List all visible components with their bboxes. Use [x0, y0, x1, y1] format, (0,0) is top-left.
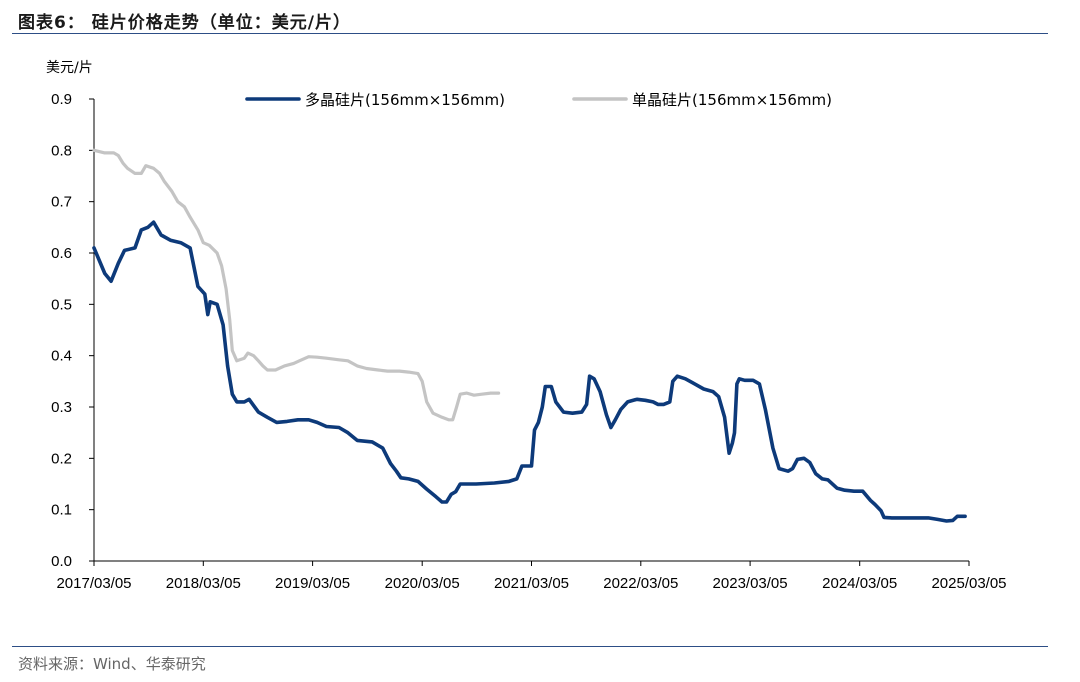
- legend-label-polycrystalline: 多晶硅片(156mm×156mm): [305, 91, 505, 109]
- legend: 多晶硅片(156mm×156mm) 单晶硅片(156mm×156mm): [245, 91, 832, 109]
- x-tick-label: 2020/03/05: [385, 575, 460, 592]
- series-line-polycrystalline: [92, 220, 967, 523]
- y-tick-label: 0.9: [51, 91, 72, 108]
- y-tick-label: 0.7: [51, 194, 72, 211]
- figure-title: 图表6： 硅片价格走势（单位：美元/片）: [18, 13, 351, 33]
- y-axis-ticks: 0.0 0.1 0.2 0.3 0.4 0.5 0.6 0.7 0.8 0.9: [51, 91, 94, 570]
- x-tick-label: 2023/03/05: [713, 575, 788, 592]
- x-tick-label: 2017/03/05: [56, 575, 131, 592]
- top-rule: [12, 33, 1048, 34]
- y-tick-label: 0.2: [51, 450, 72, 467]
- x-tick-label: 2025/03/05: [931, 575, 1006, 592]
- x-tick-label: 2018/03/05: [166, 575, 241, 592]
- y-tick-label: 0.4: [51, 348, 72, 365]
- legend-label-monocrystalline: 单晶硅片(156mm×156mm): [632, 91, 832, 109]
- y-tick-label: 0.3: [51, 399, 72, 416]
- x-tick-label: 2024/03/05: [822, 575, 897, 592]
- y-tick-label: 0.8: [51, 142, 72, 159]
- series-lines: [92, 148, 967, 523]
- x-tick-label: 2021/03/05: [494, 575, 569, 592]
- y-tick-label: 0.6: [51, 245, 72, 262]
- x-tick-label: 2019/03/05: [275, 575, 350, 592]
- bottom-rule: [12, 646, 1048, 647]
- y-axis-unit-label: 美元/片: [46, 60, 93, 76]
- source-note: 资料来源：Wind、华泰研究: [18, 655, 206, 673]
- y-tick-label: 0.5: [51, 296, 72, 313]
- x-axis-ticks: 2017/03/05 2018/03/05 2019/03/05 2020/03/05…: [56, 561, 1007, 592]
- x-tick-label: 2022/03/05: [603, 575, 678, 592]
- series-line-monocrystalline: [92, 148, 501, 422]
- y-tick-label: 0.1: [51, 502, 72, 519]
- y-tick-label: 0.0: [51, 553, 72, 570]
